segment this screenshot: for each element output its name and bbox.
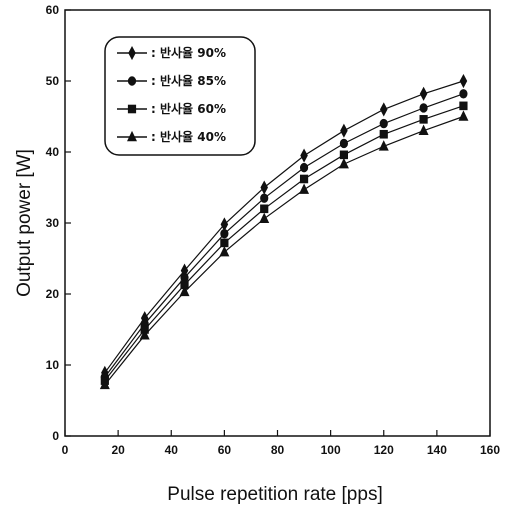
series-line — [104, 93, 464, 378]
y-tick-label: 0 — [52, 429, 59, 443]
x-tick-label: 80 — [271, 443, 285, 457]
series-line — [104, 115, 464, 386]
data-point-triangle — [418, 124, 429, 135]
legend-marker-circle — [127, 76, 137, 86]
data-point-square — [379, 129, 388, 139]
data-point-triangle — [299, 183, 310, 194]
legend-entry: : 반사율 85% — [117, 73, 226, 88]
data-point-square — [339, 150, 349, 160]
data-point-diamond — [459, 73, 468, 89]
data-point-triangle — [378, 140, 389, 151]
data-point-square — [299, 174, 309, 184]
x-tick-label: 20 — [111, 443, 125, 457]
x-tick-label: 40 — [165, 443, 179, 457]
data-point-diamond — [340, 123, 348, 138]
data-point-triangle — [139, 329, 150, 340]
x-tick-label: 120 — [374, 443, 394, 457]
legend-entry: : 반사율 90% — [117, 45, 226, 61]
data-point-diamond — [419, 86, 428, 101]
legend-label: : 반사율 60% — [151, 101, 226, 116]
series-diamond — [101, 73, 468, 380]
y-tick-label: 10 — [46, 358, 60, 372]
legend-entry: : 반사율 40% — [117, 129, 226, 144]
y-tick-label: 40 — [46, 145, 60, 159]
x-tick-label: 160 — [480, 443, 500, 457]
data-point-triangle — [259, 212, 270, 224]
data-point-triangle — [219, 245, 230, 257]
x-tick-label: 140 — [427, 443, 447, 457]
series-layer — [99, 73, 469, 390]
legend-marker-triangle — [127, 130, 137, 142]
data-point-circle — [379, 118, 388, 129]
data-point-triangle — [458, 110, 469, 121]
legend-marker-diamond — [128, 45, 136, 61]
data-point-circle — [220, 228, 229, 239]
y-tick-label: 30 — [46, 216, 60, 230]
x-tick-label: 100 — [321, 443, 341, 457]
series-triangle — [99, 110, 469, 390]
legend-marker-square — [127, 104, 137, 114]
y-axis-label: Output power [W] — [14, 149, 35, 297]
data-point-triangle — [338, 157, 349, 169]
y-tick-label: 50 — [46, 74, 60, 88]
data-point-triangle — [179, 285, 190, 297]
data-point-circle — [299, 162, 309, 173]
legend-label: : 반사율 85% — [151, 73, 226, 88]
y-tick-label: 20 — [46, 287, 60, 301]
data-point-circle — [459, 89, 468, 99]
data-point-circle — [419, 103, 428, 113]
series-square — [100, 101, 468, 385]
x-axis-label: Pulse repetition rate [pps] — [167, 484, 382, 505]
x-tick-label: 60 — [218, 443, 232, 457]
x-tick-label: 0 — [62, 443, 69, 457]
series-line — [104, 80, 464, 374]
data-point-diamond — [379, 102, 388, 117]
y-tick-label: 60 — [46, 3, 60, 17]
legend-box — [104, 36, 256, 156]
data-point-diamond — [300, 148, 308, 163]
data-point-square — [459, 101, 468, 111]
data-point-square — [419, 115, 428, 124]
data-point-square — [260, 204, 269, 214]
legend-label: : 반사율 40% — [151, 129, 226, 144]
data-point-square — [220, 238, 229, 248]
data-point-triangle — [99, 378, 110, 390]
series-line — [104, 105, 464, 381]
data-point-circle — [260, 193, 269, 203]
legend-entry: : 반사율 60% — [117, 101, 226, 116]
legend-label: : 반사율 90% — [151, 45, 226, 60]
data-point-diamond — [220, 217, 229, 232]
legend: : 반사율 90% : 반사율 85% : 반사율 60% : 반사율 40% — [104, 36, 256, 156]
axes: 0 20 40 60 80 100 120 140 160 0 10 20 30 40 50 60 — [46, 3, 501, 457]
data-point-circle — [339, 138, 349, 149]
data-point-diamond — [260, 180, 268, 195]
